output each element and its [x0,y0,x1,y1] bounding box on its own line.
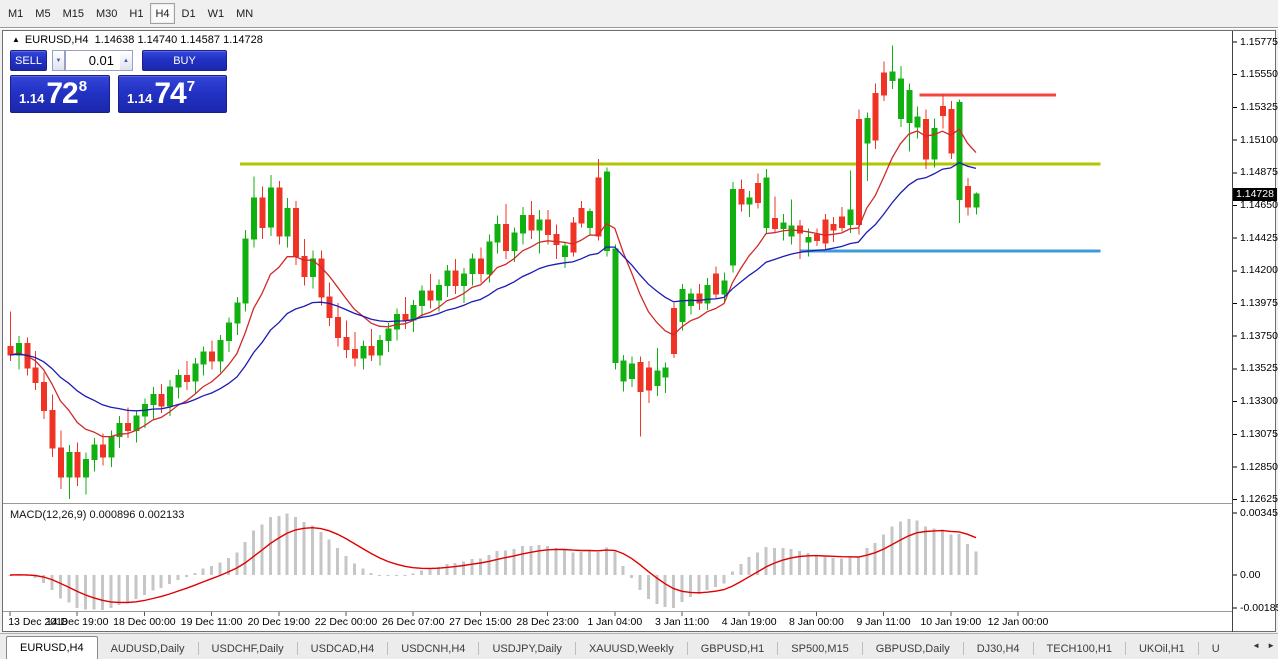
price-tick-label: 1.13075 [1240,427,1278,440]
chart-tab-usdjpy-daily[interactable]: USDJPY,Daily [492,642,562,655]
macd-tick-label: -0.001851 [1240,601,1278,614]
buy-price-big-figure: 1.14 [127,91,153,106]
tab-separator [1197,642,1199,655]
tab-scroll-arrows: ◄ ► [1252,641,1275,650]
time-tick-label: 18 Dec 00:00 [113,616,176,628]
timeframe-button-m1[interactable]: M1 [8,7,24,20]
chart-symbol-label: EURUSD,H4 [24,34,89,46]
time-tick-label: 26 Dec 07:00 [381,616,445,628]
chart-tab-tech100-h1[interactable]: TECH100,H1 [1046,642,1112,655]
scroll-right-icon[interactable]: ► [1267,641,1275,650]
macd-tick-label: 0.00 [1240,568,1261,581]
collapse-arrow-icon[interactable]: ▲ [12,35,20,44]
buy-price-panel[interactable]: 1.14 74 7 [118,75,227,113]
price-tick-label: 1.15100 [1240,133,1278,146]
chart-tab-gbpusd-daily[interactable]: GBPUSD,Daily [875,642,950,655]
tab-separator [387,642,389,655]
macd-tick-label: 0.003452 [1240,506,1278,519]
price-tick-label: 1.15550 [1240,68,1278,81]
tab-separator [478,642,480,655]
time-tick-label: 9 Jan 11:00 [856,616,911,628]
macd-indicator-label: MACD(12,26,9) 0.000896 0.002133 [10,509,184,521]
tab-separator [1032,642,1034,655]
time-tick-label: 12 Jan 00:00 [987,616,1049,628]
chart-tab-xauusd-weekly[interactable]: XAUUSD,Weekly [588,642,674,655]
macd-value: 0.000896 [89,509,136,521]
sell-button[interactable]: SELL [10,50,47,71]
sell-price-big-figure: 1.14 [19,91,45,106]
time-tick-label: 1 Jan 04:00 [587,616,643,628]
price-tick-label: 1.13300 [1240,395,1278,408]
time-tick-label: 13 Dec 2018 [8,616,68,628]
timeframe-button-m15[interactable]: M15 [62,7,84,20]
price-tick-label: 1.12850 [1240,460,1278,473]
chevron-down-icon: ▼ [55,57,62,64]
chart-tab-dj30-h4[interactable]: DJ30,H4 [976,642,1020,655]
buy-button[interactable]: BUY [142,50,227,71]
time-tick-label: 3 Jan 11:00 [654,616,710,628]
price-tick-label: 1.14650 [1240,199,1278,211]
time-tick-label: 20 Dec 19:00 [247,616,311,628]
price-tick-label: 1.14875 [1240,166,1278,179]
timeframe-button-d1[interactable]: D1 [181,7,196,20]
timeframe-button-h1[interactable]: H1 [129,7,144,20]
macd-name: MACD(12,26,9) [10,509,87,521]
tab-separator [777,642,779,655]
volume-input[interactable] [65,50,120,71]
chart-tab-u[interactable]: U [1211,642,1220,655]
tab-separator [861,642,863,655]
price-tick-label: 1.14425 [1240,231,1278,244]
buy-price-pips: 74 [154,77,186,110]
tab-separator [962,642,964,655]
chart-tab-eurusd-h4[interactable]: EURUSD,H4 [6,636,98,659]
macd-signal-value: 0.002133 [138,509,185,521]
price-tick-label: 1.15325 [1240,100,1278,113]
timeframe-toolbar: M1 M5 M15 M30 H1 H4 D1 W1 MN [0,0,1278,28]
sell-price-panel[interactable]: 1.14 72 8 [10,75,110,113]
tab-separator [296,642,298,655]
price-tick-label: 1.13750 [1240,329,1278,342]
volume-decrease-button[interactable]: ▼ [52,50,65,71]
time-tick-label: 8 Jan 00:00 [788,616,844,628]
price-tick-label: 1.13525 [1240,362,1278,375]
chart-tab-sp500-m15[interactable]: SP500,M15 [791,642,849,655]
sell-price-point: 8 [78,78,88,95]
time-tick-label: 4 Jan 19:00 [721,616,777,628]
chart-tab-audusd-daily[interactable]: AUDUSD,Daily [110,642,185,655]
time-tick-label: 28 Dec 23:00 [516,616,579,628]
timeframe-button-m30[interactable]: M30 [95,7,118,20]
tab-separator [197,642,199,655]
time-tick-label: 22 Dec 00:00 [314,616,378,628]
chart-tab-gbpusd-h1[interactable]: GBPUSD,H1 [700,642,765,655]
sell-price-pips: 72 [46,77,78,110]
scroll-left-icon[interactable]: ◄ [1252,641,1261,650]
chart-tab-usdchf-daily[interactable]: USDCHF,Daily [211,642,284,655]
tab-separator [686,642,688,655]
price-tick-label: 1.14200 [1240,264,1278,277]
price-tick-label: 1.12625 [1240,493,1278,506]
chart-tab-usdcnh-h4[interactable]: USDCNH,H4 [401,642,466,655]
volume-increase-button[interactable]: ▲ [120,50,133,71]
chart-tab-usdcad-h4[interactable]: USDCAD,H4 [310,642,375,655]
timeframe-button-mn[interactable]: MN [236,7,254,20]
timeframe-button-w1[interactable]: W1 [207,7,225,20]
price-tick-label: 1.15775 [1240,35,1278,48]
time-tick-label: 19 Dec 11:00 [180,616,243,628]
chart-title: ▲ EURUSD,H4 1.14638 1.14740 1.14587 1.147… [12,34,263,46]
buy-price-point: 7 [186,78,196,95]
chart-tab-ukoil-h1[interactable]: UKOil,H1 [1138,642,1185,655]
price-tick-label: 1.13975 [1240,297,1278,309]
chart-ohlc-values: 1.14638 1.14740 1.14587 1.14728 [94,34,263,46]
tab-separator [574,642,576,655]
current-price-badge: 1.14728 [1233,187,1277,201]
time-tick-label: 10 Jan 19:00 [920,616,982,628]
chart-window [2,30,1276,632]
timeframe-button-m5[interactable]: M5 [35,7,51,20]
chart-tab-bar: EURUSD,H4 AUDUSD,Daily USDCHF,Daily USDCAD,… [0,633,1278,659]
time-tick-label: 27 Dec 15:00 [449,616,512,628]
time-tick-label: 14 Dec 19:00 [45,616,109,628]
tab-separator [1124,642,1126,655]
timeframe-button-h4[interactable]: H4 [150,3,175,24]
chevron-up-icon: ▲ [123,57,129,64]
